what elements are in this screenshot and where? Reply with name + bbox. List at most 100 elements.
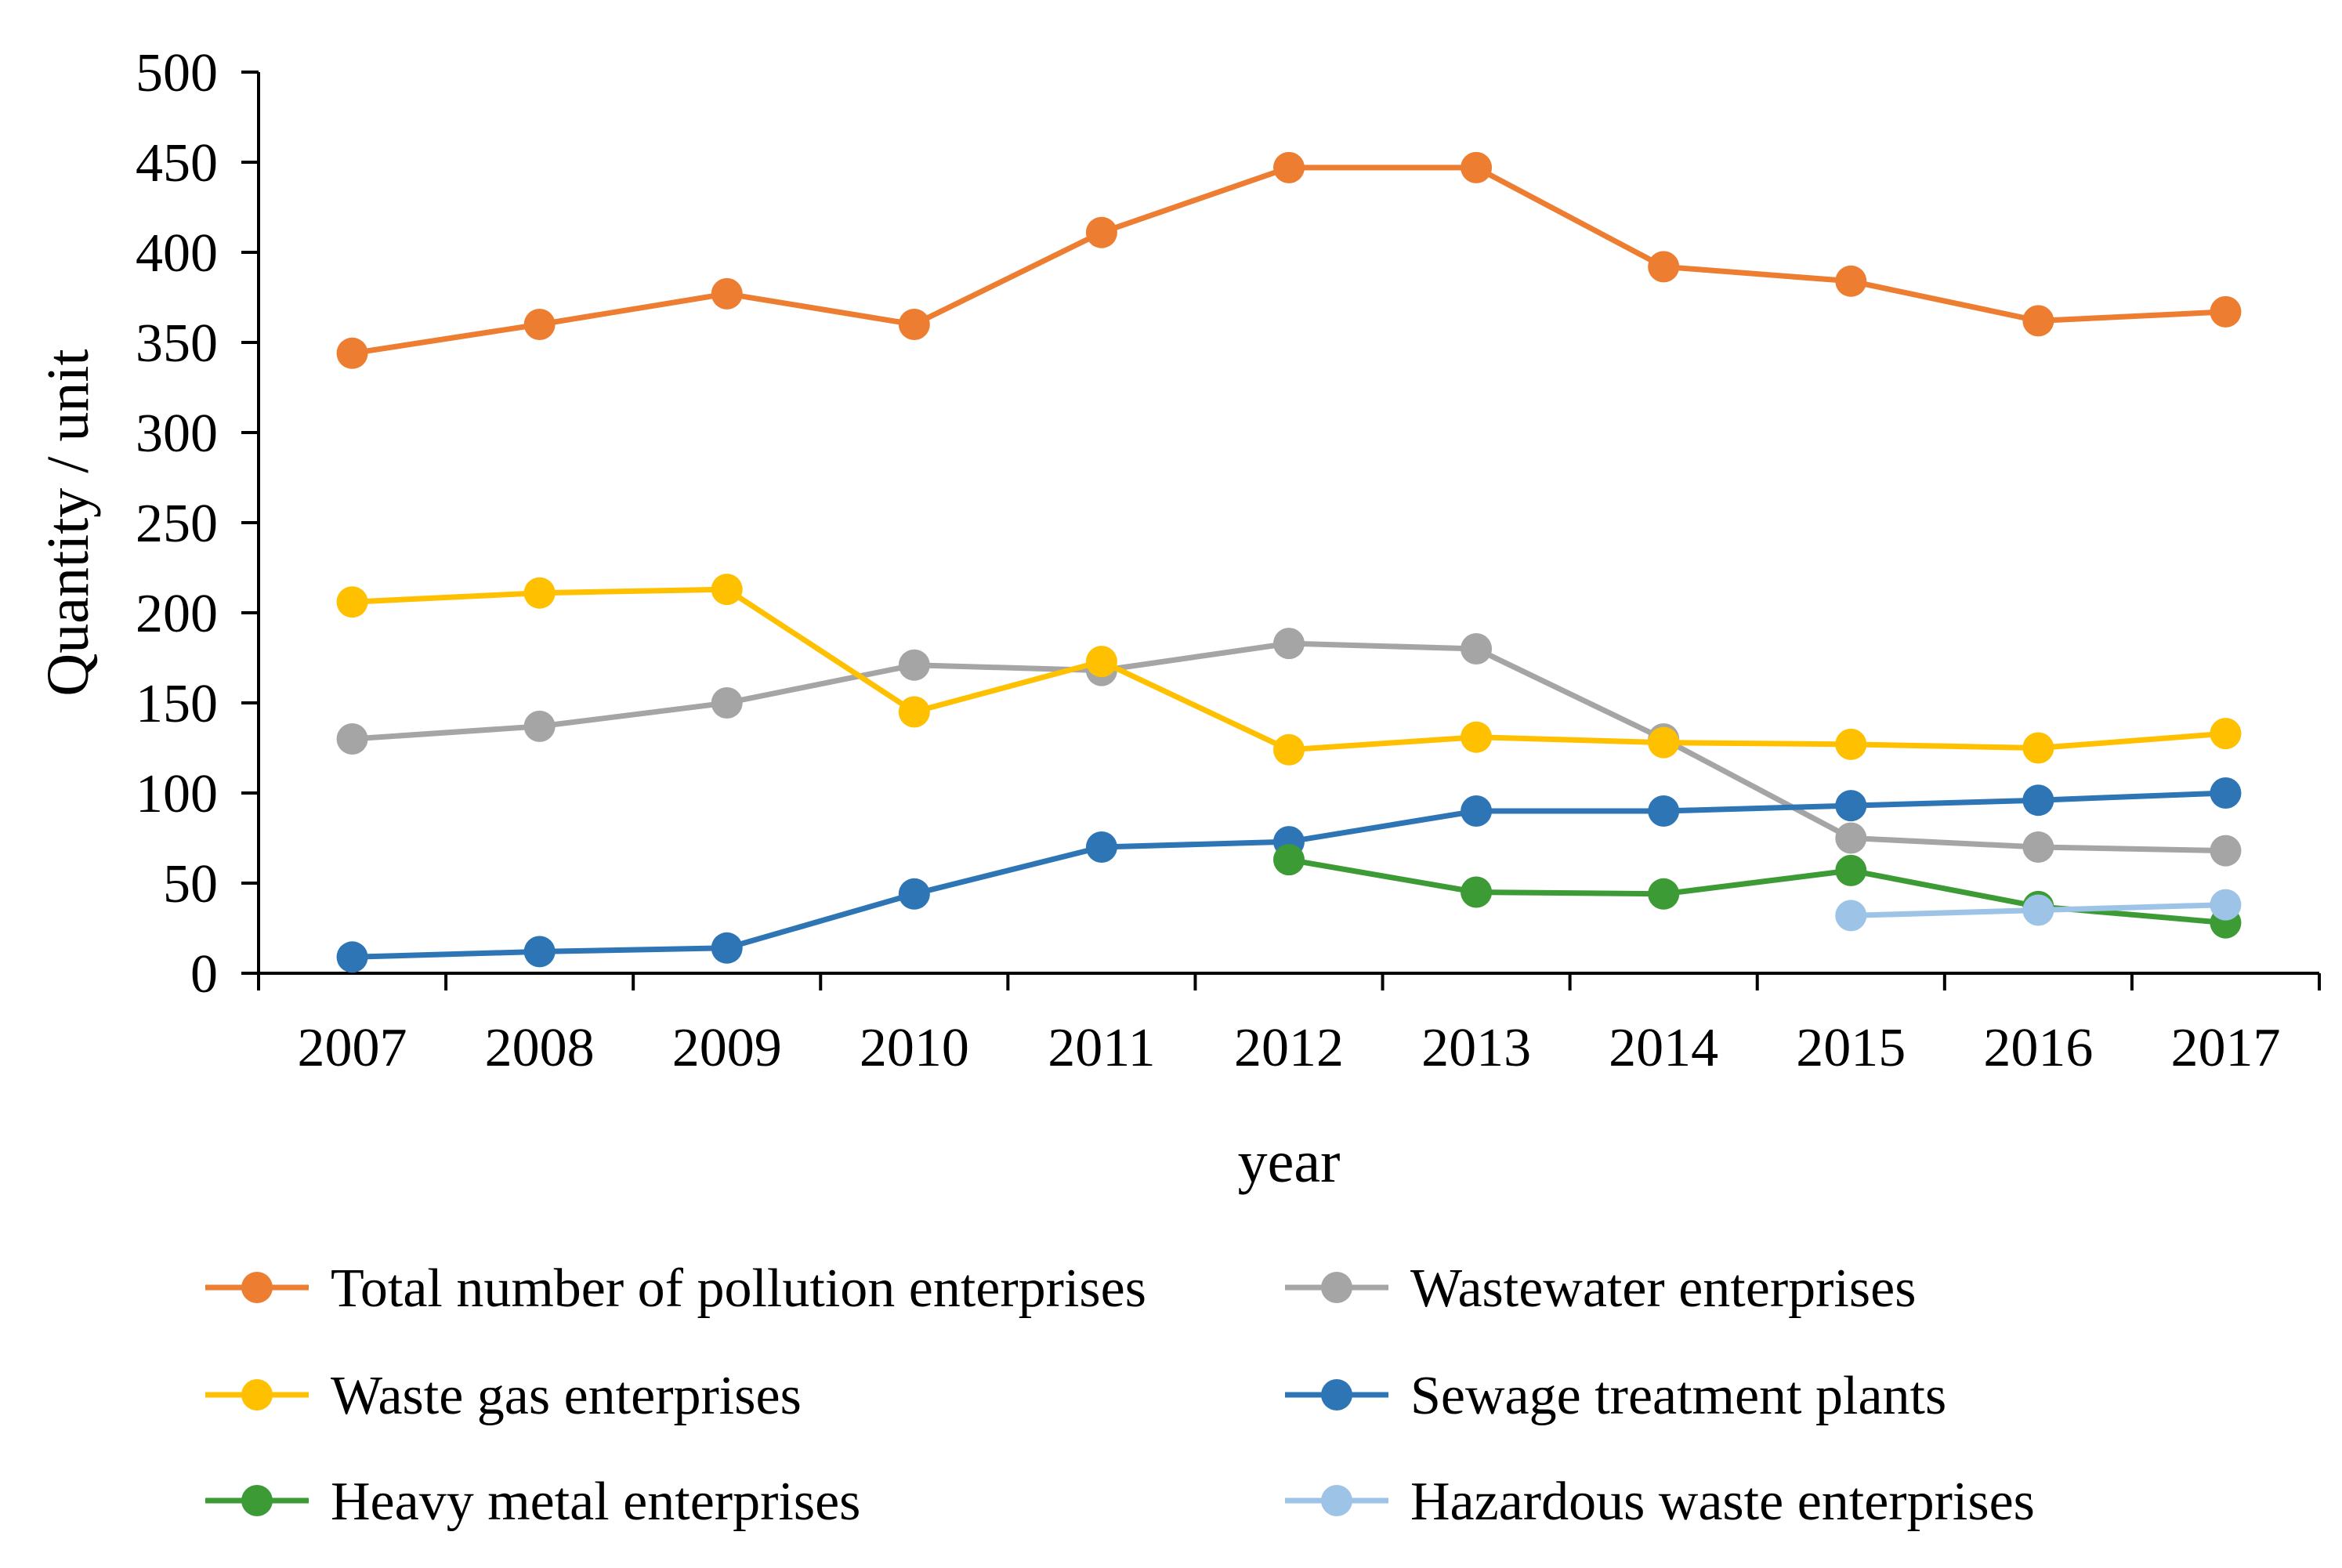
data-point (336, 337, 368, 369)
data-point (1648, 251, 1680, 283)
data-point (1273, 628, 1305, 660)
data-point (1835, 265, 1867, 297)
data-point (2022, 894, 2054, 926)
data-point (898, 309, 930, 340)
data-point (711, 574, 743, 606)
legend-item: Sewage treatment plants (1285, 1366, 1946, 1426)
data-point (898, 878, 930, 910)
y-tick-label: 250 (136, 494, 218, 554)
legend-marker (1321, 1485, 1352, 1516)
data-point (1835, 790, 1867, 822)
data-point (1461, 721, 1493, 753)
x-axis-ticks: 2007 2008 2009 2010 2011 2012 2013 2014 2015 2016… (257, 973, 2321, 1078)
x-tick-label: 2011 (1048, 1018, 1155, 1078)
data-point (523, 577, 556, 609)
data-point (1835, 900, 1867, 932)
series-layer (336, 151, 2242, 973)
data-point (2022, 305, 2054, 337)
data-point (523, 710, 556, 742)
series-1 (336, 151, 2242, 369)
y-tick-label: 150 (136, 674, 218, 734)
legend-item: Heavy metal enterprises (205, 1472, 860, 1532)
data-point (1835, 854, 1867, 886)
legend-marker (1321, 1379, 1352, 1410)
legend-marker (241, 1379, 273, 1410)
data-point (1085, 646, 1117, 678)
data-point (898, 649, 930, 681)
y-tick-label: 450 (136, 133, 218, 194)
y-tick-label: 300 (136, 404, 218, 464)
data-point (2210, 777, 2242, 809)
data-point (2210, 889, 2242, 921)
series-5 (1273, 844, 2242, 939)
y-tick-label: 100 (136, 764, 218, 824)
legend-item: Waste gas enterprises (205, 1366, 802, 1426)
data-point (1648, 726, 1680, 759)
data-point (2210, 718, 2242, 750)
x-tick-label: 2010 (860, 1018, 969, 1078)
legend-item: Total number of pollution enterprises (205, 1258, 1146, 1319)
legend-label: Sewage treatment plants (1410, 1366, 1946, 1426)
data-point (1835, 728, 1867, 760)
y-tick-label: 500 (136, 43, 218, 103)
data-point (1461, 876, 1493, 908)
series-line (352, 165, 2226, 357)
data-point (711, 687, 743, 719)
data-point (523, 936, 556, 968)
legend-label: Heavy metal enterprises (331, 1472, 860, 1532)
legend-marker (241, 1272, 273, 1303)
y-tick-label: 350 (136, 313, 218, 374)
data-point (1085, 831, 1117, 863)
x-tick-label: 2014 (1609, 1018, 1718, 1078)
legend-label: Total number of pollution enterprises (331, 1258, 1146, 1319)
x-tick-label: 2009 (672, 1018, 782, 1078)
x-tick-label: 2013 (1421, 1018, 1531, 1078)
y-tick-label: 400 (136, 223, 218, 284)
data-point (2210, 295, 2242, 328)
legend-label: Waste gas enterprises (331, 1366, 802, 1426)
x-tick-label: 2008 (485, 1018, 595, 1078)
legend-item: Hazardous waste enterprises (1285, 1472, 2035, 1532)
legend: Total number of pollution enterprises Was… (205, 1258, 2035, 1532)
x-tick-label: 2007 (298, 1018, 407, 1078)
y-axis-title: Quantity / unit (35, 349, 101, 696)
legend-label: Hazardous waste enterprises (1410, 1472, 2035, 1532)
data-point (1835, 822, 1867, 854)
series-6 (1835, 889, 2242, 932)
data-point (336, 941, 368, 973)
y-tick-label: 200 (136, 584, 218, 644)
legend-marker (1321, 1272, 1352, 1303)
data-point (1461, 795, 1493, 827)
legend-marker (241, 1485, 273, 1516)
legend-label: Wastewater enterprises (1410, 1258, 1916, 1319)
data-point (523, 309, 556, 340)
y-tick-label: 50 (163, 854, 218, 914)
x-tick-label: 2015 (1796, 1018, 1906, 1078)
data-point (1273, 844, 1305, 876)
data-point (1648, 878, 1680, 910)
legend-item: Wastewater enterprises (1285, 1258, 1916, 1319)
data-point (1273, 151, 1305, 183)
series-line (1288, 856, 2226, 926)
data-point (898, 696, 930, 728)
data-point (2022, 732, 2054, 764)
data-point (1273, 733, 1305, 766)
data-point (336, 586, 368, 618)
series-3 (336, 574, 2242, 766)
data-point (1461, 633, 1493, 664)
x-tick-label: 2017 (2170, 1018, 2280, 1078)
data-point (2210, 835, 2242, 867)
x-tick-label: 2016 (1983, 1018, 2093, 1078)
data-point (1085, 216, 1117, 248)
y-tick-label: 0 (190, 944, 218, 1005)
y-axis-ticks: 0 50 100 150 200 250 300 350 400 450 500 (136, 43, 259, 1005)
data-point (1461, 151, 1493, 183)
x-tick-label: 2012 (1234, 1018, 1344, 1078)
x-axis-title: year (1238, 1129, 1341, 1195)
data-point (336, 723, 368, 755)
data-point (1648, 795, 1680, 827)
series-line (352, 586, 2226, 753)
data-point (2022, 831, 2054, 863)
data-point (2022, 784, 2054, 817)
